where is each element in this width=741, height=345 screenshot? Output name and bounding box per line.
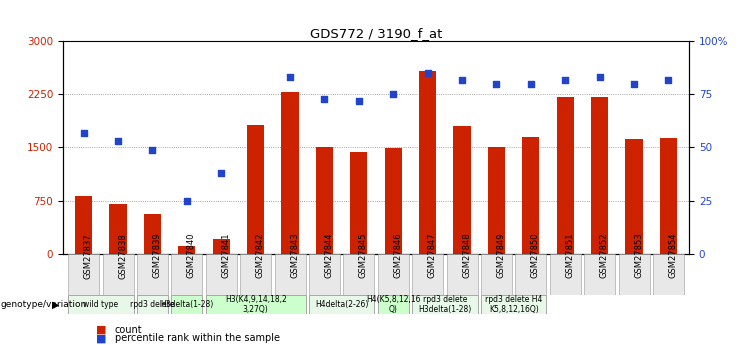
Point: [284, 75, 296, 80]
Point: [216, 170, 227, 176]
Text: GSM27852: GSM27852: [599, 233, 608, 278]
Bar: [275, 254, 305, 295]
Bar: [378, 295, 409, 314]
Bar: [653, 254, 684, 295]
Bar: [419, 71, 436, 254]
Bar: [137, 254, 168, 295]
Point: [559, 77, 571, 82]
Point: [422, 70, 433, 76]
Point: [456, 77, 468, 82]
Bar: [350, 152, 368, 254]
Text: ▶: ▶: [52, 299, 59, 309]
Text: GSM27849: GSM27849: [496, 233, 505, 278]
Bar: [412, 254, 443, 295]
Bar: [309, 254, 340, 295]
Text: GSM27842: GSM27842: [256, 233, 265, 278]
Point: [388, 92, 399, 97]
Bar: [309, 295, 374, 314]
Bar: [171, 254, 202, 295]
Bar: [385, 148, 402, 254]
Bar: [660, 138, 677, 254]
Text: GSM27844: GSM27844: [325, 233, 333, 278]
Text: ■: ■: [96, 325, 107, 335]
Bar: [412, 295, 477, 314]
Point: [662, 77, 674, 82]
Text: rpd3 delete
H3delta(1-28): rpd3 delete H3delta(1-28): [418, 295, 471, 314]
Point: [491, 81, 502, 87]
Text: GSM27853: GSM27853: [634, 233, 643, 278]
Bar: [343, 254, 374, 295]
Text: GSM27839: GSM27839: [153, 233, 162, 278]
Bar: [481, 254, 512, 295]
Point: [525, 81, 536, 87]
Bar: [316, 148, 333, 254]
Point: [628, 81, 640, 87]
Point: [594, 75, 605, 80]
Bar: [516, 254, 546, 295]
Point: [181, 198, 193, 203]
Bar: [171, 295, 202, 314]
Point: [147, 147, 159, 152]
Bar: [68, 254, 99, 295]
Text: GSM27847: GSM27847: [428, 233, 436, 278]
Bar: [68, 295, 133, 314]
Bar: [481, 295, 546, 314]
Text: rpd3 delete: rpd3 delete: [130, 300, 175, 309]
Bar: [619, 254, 650, 295]
Title: GDS772 / 3190_f_at: GDS772 / 3190_f_at: [310, 27, 442, 40]
Text: GSM27851: GSM27851: [565, 233, 574, 278]
Text: GSM27850: GSM27850: [531, 233, 540, 278]
Text: GSM27843: GSM27843: [290, 233, 299, 278]
Bar: [584, 254, 615, 295]
Text: count: count: [115, 325, 142, 335]
Text: H4(K5,8,12,16
Q): H4(K5,8,12,16 Q): [366, 295, 420, 314]
Bar: [102, 254, 133, 295]
Bar: [625, 139, 642, 254]
Bar: [488, 148, 505, 254]
Bar: [447, 254, 477, 295]
Text: GSM27841: GSM27841: [222, 233, 230, 278]
Text: rpd3 delete H4
K5,8,12,16Q): rpd3 delete H4 K5,8,12,16Q): [485, 295, 542, 314]
Bar: [137, 295, 168, 314]
Point: [319, 96, 330, 101]
Bar: [206, 295, 305, 314]
Bar: [144, 214, 161, 254]
Text: wild type: wild type: [83, 300, 119, 309]
Text: H4delta(2-26): H4delta(2-26): [315, 300, 368, 309]
Bar: [282, 92, 299, 254]
Bar: [240, 254, 271, 295]
Bar: [378, 254, 409, 295]
Text: GSM27848: GSM27848: [462, 233, 471, 278]
Bar: [213, 239, 230, 254]
Text: GSM27840: GSM27840: [187, 233, 196, 278]
Text: H3delta(1-28): H3delta(1-28): [160, 300, 213, 309]
Text: GSM27854: GSM27854: [668, 233, 677, 278]
Point: [78, 130, 90, 135]
Bar: [550, 254, 581, 295]
Bar: [206, 254, 236, 295]
Text: ■: ■: [96, 333, 107, 343]
Text: percentile rank within the sample: percentile rank within the sample: [115, 333, 280, 343]
Bar: [522, 137, 539, 254]
Point: [112, 138, 124, 144]
Text: GSM27846: GSM27846: [393, 233, 402, 278]
Bar: [247, 125, 265, 254]
Bar: [75, 196, 92, 254]
Bar: [179, 246, 196, 254]
Bar: [110, 204, 127, 254]
Text: genotype/variation: genotype/variation: [1, 300, 87, 309]
Text: GSM27837: GSM27837: [84, 233, 93, 278]
Bar: [453, 126, 471, 254]
Point: [353, 98, 365, 104]
Bar: [591, 97, 608, 254]
Text: GSM27845: GSM27845: [359, 233, 368, 278]
Bar: [556, 97, 574, 254]
Text: H3(K4,9,14,18,2
3,27Q): H3(K4,9,14,18,2 3,27Q): [225, 295, 287, 314]
Text: GSM27838: GSM27838: [118, 233, 127, 278]
